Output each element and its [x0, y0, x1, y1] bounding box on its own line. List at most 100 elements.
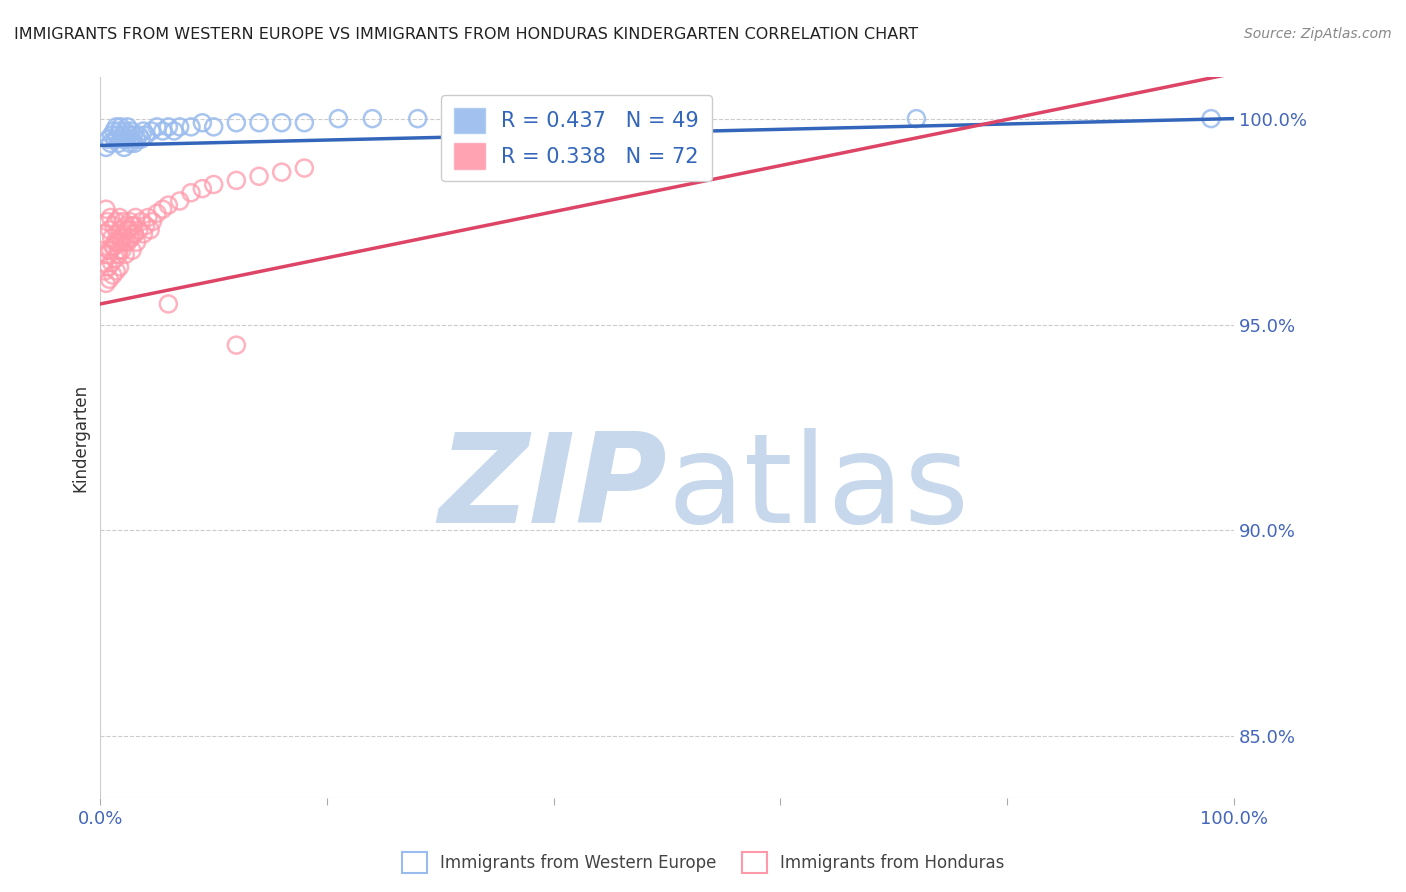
Point	[146, 206, 169, 220]
Point	[247, 169, 270, 184]
Point	[118, 214, 141, 228]
Point	[135, 128, 157, 142]
Legend: Immigrants from Western Europe, Immigrants from Honduras: Immigrants from Western Europe, Immigran…	[395, 846, 1011, 880]
Point	[103, 219, 125, 233]
Point	[125, 132, 148, 146]
Point	[108, 260, 131, 274]
Point	[270, 116, 292, 130]
Point	[202, 120, 225, 134]
Point	[121, 244, 143, 258]
Point	[122, 219, 145, 233]
Point	[103, 124, 125, 138]
Point	[270, 165, 292, 179]
Point	[107, 244, 129, 258]
Point	[111, 214, 134, 228]
Point	[191, 116, 214, 130]
Point	[520, 112, 543, 126]
Point	[100, 211, 122, 225]
Point	[94, 277, 117, 291]
Point	[93, 256, 115, 270]
Point	[328, 112, 350, 126]
Point	[100, 136, 122, 151]
Point	[124, 211, 146, 225]
Point	[100, 256, 122, 270]
Point	[111, 244, 134, 258]
Point	[108, 211, 131, 225]
Point	[157, 297, 180, 311]
Point	[107, 247, 129, 261]
Point	[104, 132, 127, 146]
Point	[117, 120, 139, 134]
Point	[124, 227, 146, 241]
Point	[905, 112, 928, 126]
Point	[121, 219, 143, 233]
Point	[111, 227, 134, 241]
Text: IMMIGRANTS FROM WESTERN EUROPE VS IMMIGRANTS FROM HONDURAS KINDERGARTEN CORRELAT: IMMIGRANTS FROM WESTERN EUROPE VS IMMIGR…	[14, 27, 918, 42]
Point	[129, 132, 152, 146]
Point	[117, 235, 139, 249]
Point	[120, 231, 142, 245]
Point	[129, 214, 152, 228]
Point	[96, 247, 118, 261]
Point	[96, 214, 118, 228]
Point	[125, 235, 148, 249]
Point	[180, 120, 202, 134]
Legend: R = 0.437   N = 49, R = 0.338   N = 72: R = 0.437 N = 49, R = 0.338 N = 72	[441, 95, 711, 181]
Point	[191, 181, 214, 195]
Point	[114, 124, 136, 138]
Point	[406, 112, 429, 126]
Point	[225, 338, 247, 352]
Point	[94, 202, 117, 217]
Point	[93, 227, 115, 241]
Point	[202, 178, 225, 192]
Point	[98, 223, 121, 237]
Text: ZIP: ZIP	[439, 428, 666, 549]
Point	[101, 268, 124, 282]
Point	[117, 223, 139, 237]
Point	[101, 239, 124, 253]
Point	[100, 128, 122, 142]
Point	[97, 260, 120, 274]
Text: Source: ZipAtlas.com: Source: ZipAtlas.com	[1244, 27, 1392, 41]
Point	[132, 227, 155, 241]
Point	[146, 120, 169, 134]
Point	[361, 112, 384, 126]
Point	[292, 161, 315, 175]
Point	[112, 231, 135, 245]
Point	[141, 124, 163, 138]
Point	[111, 132, 134, 146]
Point	[135, 219, 157, 233]
Point	[132, 124, 155, 138]
Point	[136, 211, 159, 225]
Point	[451, 112, 474, 126]
Point	[225, 173, 247, 187]
Point	[111, 128, 134, 142]
Point	[111, 235, 134, 249]
Point	[114, 235, 136, 249]
Point	[128, 223, 150, 237]
Point	[105, 214, 128, 228]
Point	[100, 244, 122, 258]
Point	[225, 116, 247, 130]
Point	[120, 124, 142, 138]
Point	[105, 235, 128, 249]
Point	[105, 264, 128, 278]
Point	[292, 116, 315, 130]
Point	[121, 132, 143, 146]
Point	[163, 124, 186, 138]
Point	[118, 136, 141, 151]
Point	[97, 132, 120, 146]
Point	[141, 214, 163, 228]
Point	[157, 120, 180, 134]
Point	[103, 239, 125, 253]
Point	[97, 244, 120, 258]
Point	[98, 272, 121, 286]
Point	[112, 140, 135, 154]
Text: atlas: atlas	[666, 428, 969, 549]
Point	[169, 194, 191, 208]
Point	[115, 219, 138, 233]
Point	[115, 132, 138, 146]
Y-axis label: Kindergarten: Kindergarten	[72, 384, 89, 491]
Point	[139, 223, 162, 237]
Point	[108, 124, 131, 138]
